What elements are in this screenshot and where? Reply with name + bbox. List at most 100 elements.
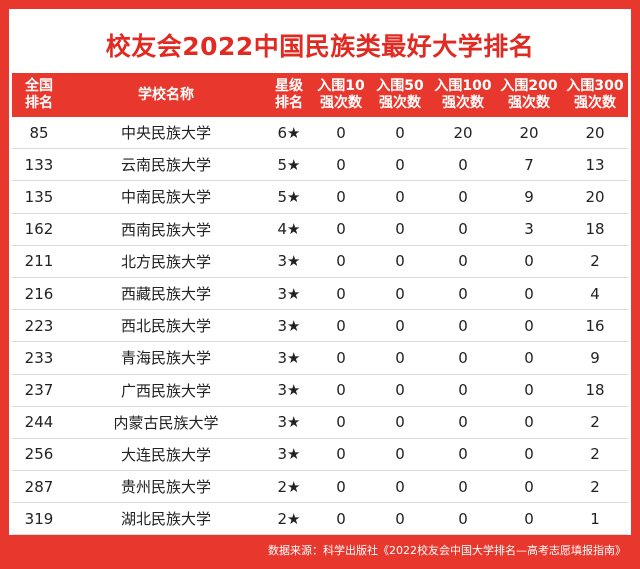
- table-cell: 287: [24, 477, 54, 496]
- header-cell: 入围300 强次数: [562, 73, 628, 117]
- table-cell: 0: [336, 284, 346, 303]
- table-cell: 133: [24, 155, 54, 174]
- table-cell: 西藏民族大学: [120, 285, 211, 304]
- table-cell: 3★: [277, 316, 301, 335]
- table-cell: 0: [336, 252, 346, 271]
- table-cell: 2: [590, 477, 600, 496]
- title: 校友会2022中国民族类最好大学排名: [105, 32, 535, 61]
- header-text: 排名: [275, 95, 303, 111]
- table-row: 216 西藏民族大学 3★ 0 0 0 0 4: [12, 278, 628, 311]
- table-cell: 中南民族大学: [120, 188, 211, 207]
- table-cell: 1: [590, 509, 600, 528]
- table-cell: 4★: [277, 220, 301, 239]
- table-cell: 0: [524, 252, 534, 271]
- table-row: 162 西南民族大学 4★ 0 0 0 3 18: [12, 214, 628, 246]
- table-cell: 0: [395, 187, 405, 206]
- header-text: 全国: [25, 78, 53, 94]
- table-cell: 85: [29, 123, 49, 142]
- table-cell: 20: [585, 123, 605, 142]
- header-cell: 入围10 强次数: [312, 73, 370, 117]
- header-text: 入围50: [376, 78, 424, 94]
- header-cell: 星级 排名: [266, 73, 312, 117]
- header-text: 强次数: [320, 95, 362, 111]
- ranking-table: 全国 排名 学校名称 星级 排名 入围10 强次数 入围50 强次数 入围100 强次数 入围200 强…: [12, 73, 628, 536]
- table-cell: 0: [336, 445, 346, 464]
- table-cell: 3★: [277, 413, 301, 432]
- table-cell: 0: [524, 284, 534, 303]
- table-cell: 0: [395, 477, 405, 496]
- table-row: 319 湖北民族大学 2★ 0 0 0 0 1: [12, 503, 628, 536]
- table-cell: 0: [524, 381, 534, 400]
- table-row: 223 西北民族大学 3★ 0 0 0 0 16: [12, 310, 628, 343]
- header-text: 学校名称: [138, 86, 194, 103]
- table-row: 233 青海民族大学 3★ 0 0 0 0 9: [12, 342, 628, 375]
- table-cell: 2: [590, 445, 600, 464]
- header-cell: 入围200 强次数: [496, 73, 562, 117]
- table-cell: 20: [585, 187, 605, 206]
- table-cell: 0: [336, 477, 346, 496]
- table-cell: 3★: [277, 348, 301, 367]
- table-row: 256 大连民族大学 3★ 0 0 0 0 2: [12, 439, 628, 472]
- table-cell: 3★: [277, 252, 301, 271]
- table-row: 244 内蒙古民族大学 3★ 0 0 0 0 2: [12, 407, 628, 439]
- table-cell: 3★: [277, 284, 301, 303]
- table-cell: 0: [395, 316, 405, 335]
- table-cell: 0: [336, 381, 346, 400]
- table-cell: 云南民族大学: [120, 156, 211, 175]
- table-cell: 0: [458, 413, 468, 432]
- header-cell: 学校名称: [66, 73, 266, 117]
- header-text: 强次数: [508, 95, 550, 111]
- content-area: 校友会2022中国民族类最好大学排名 全国 排名 学校名称 星级 排名 入围10 强次数 入围…: [9, 9, 631, 536]
- table-cell: 0: [458, 220, 468, 239]
- table-cell: 北方民族大学: [120, 252, 211, 271]
- table-row: 135 中南民族大学 5★ 0 0 0 9 20: [12, 181, 628, 214]
- table-row: 237 广西民族大学 3★ 0 0 0 0 18: [12, 375, 628, 407]
- table-cell: 0: [336, 187, 346, 206]
- table-cell: 0: [395, 381, 405, 400]
- table-row: 133 云南民族大学 5★ 0 0 0 7 13: [12, 149, 628, 182]
- table-cell: 2: [590, 252, 600, 271]
- table-cell: 0: [458, 348, 468, 367]
- table-cell: 3★: [277, 445, 301, 464]
- table-cell: 4: [590, 284, 600, 303]
- table-cell: 237: [24, 381, 54, 400]
- table-cell: 贵州民族大学: [120, 478, 211, 497]
- table-cell: 0: [395, 509, 405, 528]
- header-text: 强次数: [574, 95, 616, 111]
- table-cell: 0: [524, 316, 534, 335]
- table-cell: 244: [24, 413, 54, 432]
- table-cell: 0: [458, 252, 468, 271]
- table-cell: 5★: [277, 187, 301, 206]
- table-cell: 0: [336, 348, 346, 367]
- table-cell: 0: [458, 477, 468, 496]
- table-row: 211 北方民族大学 3★ 0 0 0 0 2: [12, 246, 628, 278]
- table-cell: 广西民族大学: [120, 381, 211, 400]
- table-cell: 0: [524, 348, 534, 367]
- table-cell: 西北民族大学: [120, 317, 211, 336]
- table-cell: 0: [336, 316, 346, 335]
- table-cell: 211: [24, 252, 54, 271]
- header-text: 入围300: [566, 78, 624, 94]
- header-text: 排名: [25, 95, 53, 111]
- source-note: 数据来源：科学出版社《2022校友会中国大学排名—高考志愿填报指南》: [268, 544, 626, 557]
- table-cell: 16: [585, 316, 605, 335]
- table-cell: 135: [24, 187, 54, 206]
- table-cell: 内蒙古民族大学: [113, 413, 219, 432]
- table-cell: 0: [395, 220, 405, 239]
- header-text: 入围200: [500, 78, 558, 94]
- header-text: 入围100: [434, 78, 492, 94]
- table-cell: 0: [336, 220, 346, 239]
- table-cell: 0: [395, 348, 405, 367]
- table-cell: 0: [395, 155, 405, 174]
- header-cell: 全国 排名: [12, 73, 66, 117]
- header-text: 强次数: [379, 95, 421, 111]
- table-cell: 216: [24, 284, 54, 303]
- table-cell: 0: [336, 413, 346, 432]
- table-cell: 223: [24, 316, 54, 335]
- table-cell: 7: [524, 155, 534, 174]
- table-cell: 13: [585, 155, 605, 174]
- table-cell: 湖北民族大学: [120, 510, 211, 529]
- table-cell: 3★: [277, 381, 301, 400]
- header-text: 强次数: [442, 95, 484, 111]
- table-cell: 18: [585, 220, 605, 239]
